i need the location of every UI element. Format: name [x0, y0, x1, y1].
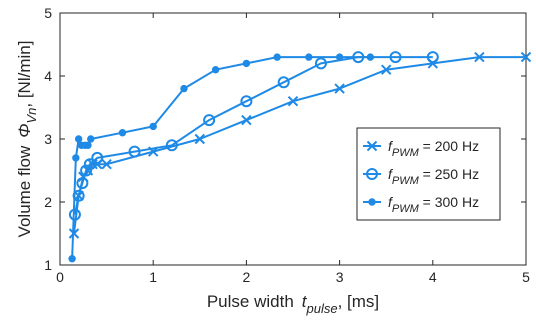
legend-marker-circle — [363, 168, 381, 180]
data-point — [426, 51, 439, 64]
legend-label-subscript: PWM — [392, 147, 420, 159]
data-point — [474, 51, 485, 63]
x-tick-label: 3 — [336, 269, 344, 285]
x-tick-label: 4 — [429, 269, 437, 285]
x-axis-title-unit: , [ms] — [338, 292, 380, 311]
svg-text:fPWM = 250 Hz: fPWM = 250 Hz — [388, 166, 479, 187]
data-point — [101, 158, 112, 170]
data-point — [84, 141, 92, 150]
data-point — [287, 95, 299, 107]
legend-symbol — [366, 140, 378, 152]
data-point — [180, 84, 188, 93]
x-tick-label: 2 — [243, 269, 251, 285]
y-tick-label: 5 — [44, 5, 52, 21]
data-point — [149, 122, 157, 131]
legend-entry-300hz: fPWM = 300 Hz — [363, 194, 479, 215]
y-tick-label: 1 — [44, 257, 52, 273]
series-2 — [68, 53, 375, 263]
x-axis-title: Pulse width tpulse, [ms] — [207, 292, 379, 316]
data-point — [74, 135, 83, 143]
x-axis-title-symbol: t — [302, 292, 308, 311]
legend-symbol — [368, 198, 376, 206]
data-point — [83, 158, 96, 171]
data-point — [305, 53, 313, 61]
y-axis-title: Volume flow ΦVn, [Nl/min] — [15, 41, 39, 238]
data-point — [380, 64, 392, 75]
legend-entry-250hz: fPWM = 250 Hz — [363, 166, 479, 187]
legend-entry-200hz: fPWM = 200 Hz — [363, 138, 479, 159]
x-tick-label: 5 — [522, 269, 530, 285]
svg-text:Volume flowΦVn, [Nl/min]: Volume flow ΦVn, [Nl/min] — [15, 41, 39, 238]
x-tick-label: 0 — [56, 269, 64, 285]
x-axis-title-subscript: pulse — [306, 301, 338, 316]
y-axis-title-unit: , [Nl/min] — [15, 41, 34, 108]
data-point — [203, 114, 216, 127]
legend-marker-x — [363, 140, 381, 152]
data-point — [366, 53, 375, 61]
x-tick-label: 1 — [149, 269, 157, 285]
data-point — [68, 255, 76, 263]
x-axis-title-main: Pulse width — [207, 292, 294, 311]
y-axis-title-main: Volume flow — [15, 145, 34, 237]
legend-label-subscript: PWM — [392, 203, 420, 215]
y-tick-label: 4 — [44, 68, 52, 84]
data-point — [72, 154, 80, 162]
data-point — [389, 51, 402, 64]
data-point — [87, 135, 95, 143]
data-point — [211, 66, 220, 74]
svg-text:fPWM = 300 Hz: fPWM = 300 Hz — [388, 194, 479, 215]
legend-label-text: = 250 Hz — [419, 166, 479, 182]
legend: fPWM = 200 Hz fPWM = 250 Hz fPWM = 300 H… — [356, 127, 501, 221]
data-point — [80, 164, 93, 177]
data-point — [165, 139, 178, 152]
data-point — [241, 114, 252, 126]
data-point — [240, 95, 253, 108]
data-point — [520, 51, 532, 63]
y-axis-title-symbol: Φ — [15, 124, 34, 138]
legend-label-text: = 200 Hz — [419, 138, 479, 154]
legend-symbol — [366, 168, 378, 180]
series-1 — [68, 51, 439, 221]
y-tick-label: 2 — [44, 194, 52, 210]
data-point — [194, 133, 206, 145]
legend-label-subscript: PWM — [392, 175, 420, 187]
data-point — [76, 177, 89, 190]
data-point — [91, 151, 104, 164]
legend-label-text: = 300 Hz — [419, 194, 479, 210]
legend-label-symbol: f — [388, 194, 394, 210]
data-point — [277, 76, 290, 89]
data-point — [242, 59, 251, 68]
data-point — [128, 145, 141, 158]
data-point — [118, 129, 127, 137]
legend-marker-dot — [363, 198, 381, 206]
legend-label-symbol: f — [388, 166, 394, 182]
legend-label-symbol: f — [388, 138, 394, 154]
svg-text:fPWM = 200 Hz: fPWM = 200 Hz — [388, 138, 479, 159]
data-point — [314, 57, 327, 70]
y-axis-title-subscript: Vn — [24, 108, 39, 124]
y-tick-label: 3 — [44, 131, 52, 147]
data-point — [334, 83, 345, 94]
data-point — [335, 53, 344, 61]
data-point — [273, 53, 281, 61]
